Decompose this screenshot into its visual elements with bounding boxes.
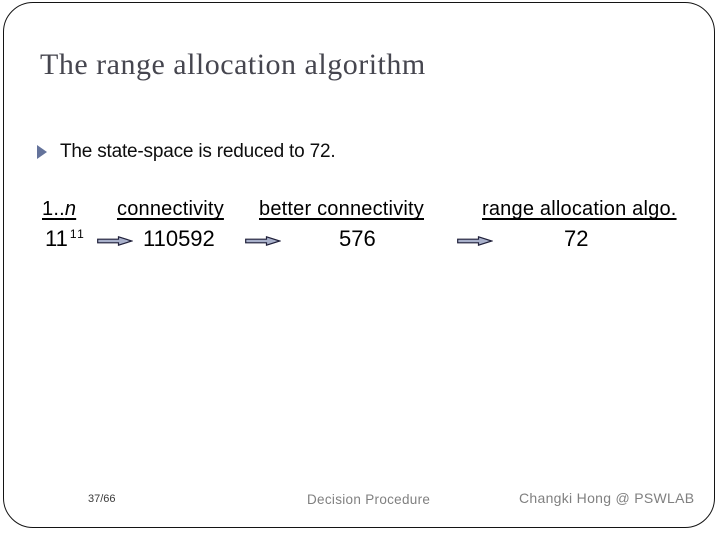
bullet-item: The state-space is reduced to 72. [37, 141, 336, 163]
bullet-triangle-icon [37, 145, 47, 159]
flow-value-state-space: 11 11 [45, 226, 85, 252]
slide-border-frame [3, 2, 715, 528]
reduction-flow-diagram: 1..n connectivity better connectivity ra… [0, 198, 720, 262]
flow-arrow-icon [97, 235, 133, 247]
flow-value-range-allocation: 72 [564, 226, 589, 251]
flow-value-connectivity: 110592 [143, 226, 215, 251]
flow-header-range-variable: n [64, 198, 77, 220]
flow-header-range-allocation: range allocation algo. [482, 198, 677, 220]
flow-arrow-icon [457, 235, 493, 247]
page-number: 37/66 [88, 493, 116, 505]
bullet-text: The state-space is reduced to 72. [60, 141, 336, 162]
flow-arrow-icon [245, 235, 281, 247]
flow-value-base: 11 [45, 226, 68, 251]
flow-header-better-connectivity: better connectivity [259, 198, 424, 220]
footer-author: Changki Hong @ PSWLAB [519, 490, 695, 506]
flow-value-better-connectivity: 576 [339, 226, 376, 251]
slide-title: The range allocation algorithm [40, 48, 426, 81]
footer-subject: Decision Procedure [307, 492, 431, 507]
flow-header-connectivity: connectivity [117, 198, 224, 220]
flow-header-range-base: 1.. [42, 198, 65, 220]
flow-value-exponent: 11 [69, 227, 86, 241]
flow-header-range: 1..n [42, 198, 76, 221]
